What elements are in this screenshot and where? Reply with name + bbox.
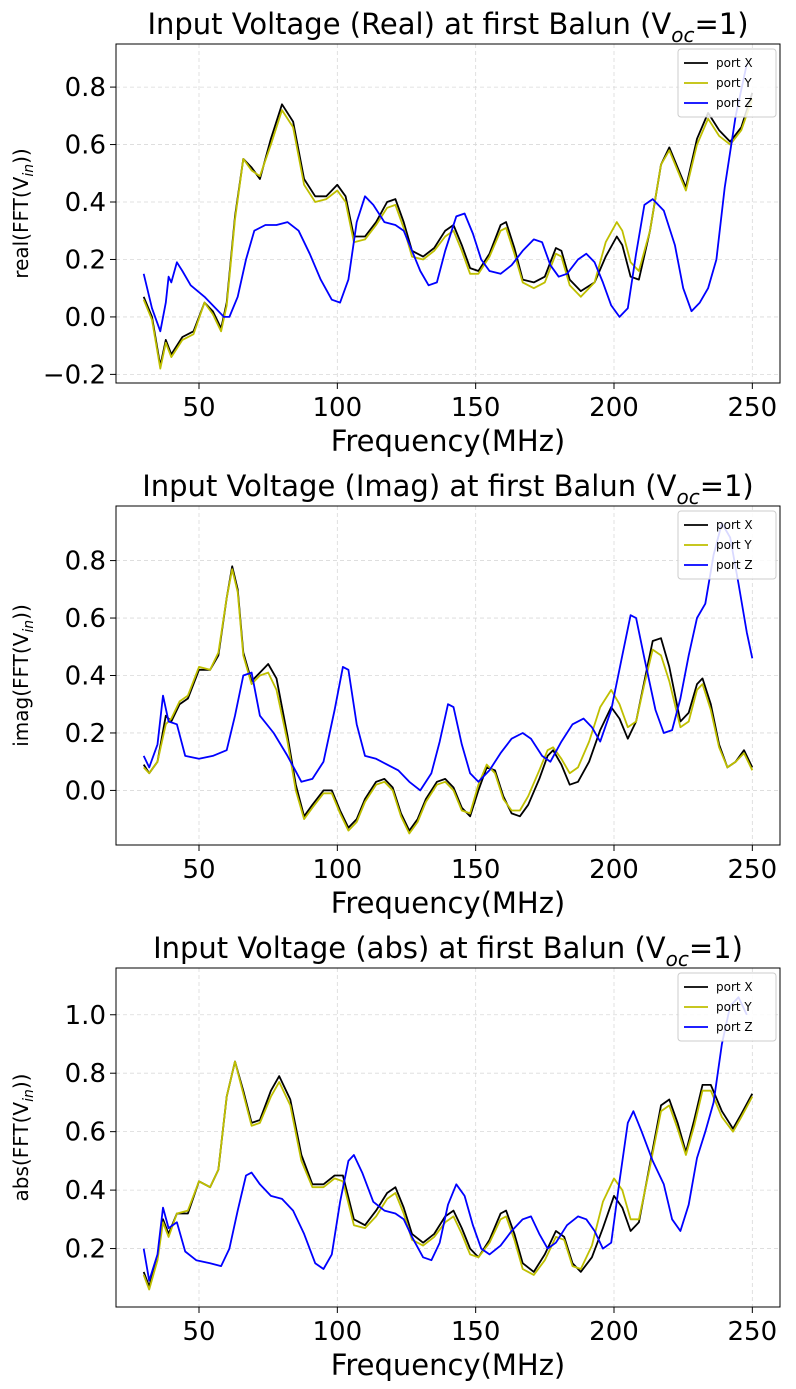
x-tick-label: 250 bbox=[728, 855, 778, 885]
y-axis-label: abs(FFT(Vin)) bbox=[9, 1074, 37, 1202]
y-tick-label: 0.2 bbox=[65, 719, 106, 749]
y-tick-label: −0.2 bbox=[43, 360, 106, 390]
y-tick-label: 0.6 bbox=[65, 604, 106, 634]
x-axis-label: Frequency(MHz) bbox=[331, 424, 566, 458]
x-tick-label: 150 bbox=[451, 1317, 501, 1347]
x-tick-label: 50 bbox=[182, 1317, 215, 1347]
series-line-port-x bbox=[142, 92, 754, 367]
x-tick-label: 150 bbox=[451, 855, 501, 885]
legend-entry: port Z bbox=[716, 1020, 753, 1034]
series-line-port-y bbox=[142, 1060, 754, 1291]
y-tick-label: 0.6 bbox=[65, 131, 106, 161]
y-tick-label: 0.2 bbox=[65, 1235, 106, 1265]
legend-entry: port Z bbox=[716, 558, 753, 572]
legend-box bbox=[677, 972, 777, 1042]
x-tick-label: 250 bbox=[728, 393, 778, 423]
y-tick-label: 1.0 bbox=[65, 1001, 106, 1031]
y-tick-label: 0.8 bbox=[65, 547, 106, 577]
legend-entry: port Y bbox=[716, 538, 752, 552]
chart-title: Input Voltage (abs) at first Balun (Voc=… bbox=[153, 931, 743, 971]
y-tick-label: 0.2 bbox=[65, 245, 106, 275]
y-tick-label: 0.8 bbox=[65, 73, 106, 103]
x-tick-label: 100 bbox=[313, 1317, 363, 1347]
y-tick-label: 0.8 bbox=[65, 1059, 106, 1089]
legend-entry: port X bbox=[716, 518, 753, 532]
y-tick-label: 0.0 bbox=[65, 303, 106, 333]
y-tick-label: 0.4 bbox=[65, 1176, 106, 1206]
series-line-port-x bbox=[142, 1060, 754, 1288]
legend-entry: port Y bbox=[716, 76, 752, 90]
y-tick-label: 0.4 bbox=[65, 188, 106, 218]
y-axis-label: real(FFT(Vin)) bbox=[9, 148, 37, 278]
legend: port X port Y port Z bbox=[677, 48, 777, 118]
x-tick-label: 100 bbox=[313, 855, 363, 885]
legend: port X port Y port Z bbox=[677, 510, 777, 580]
y-tick-label: 0.0 bbox=[65, 776, 106, 806]
series-line-port-y bbox=[142, 98, 754, 370]
series-line-port-z bbox=[142, 63, 748, 333]
x-tick-label: 200 bbox=[589, 393, 639, 423]
x-tick-label: 50 bbox=[182, 855, 215, 885]
chart-panel-2: 50 100 150 200 250 0.0 0.2 0.4 0.6 0.8 Input Volta… bbox=[9, 469, 781, 920]
x-tick-label: 50 bbox=[182, 393, 215, 423]
x-tick-label: 100 bbox=[313, 393, 363, 423]
legend-entry: port X bbox=[716, 56, 753, 70]
series-line-port-x bbox=[142, 565, 754, 832]
x-tick-label: 200 bbox=[589, 855, 639, 885]
x-axis-label: Frequency(MHz) bbox=[331, 886, 566, 920]
series-line-port-z bbox=[142, 522, 754, 792]
plot-frame bbox=[115, 967, 781, 1308]
x-tick-label: 150 bbox=[451, 393, 501, 423]
x-axis-label: Frequency(MHz) bbox=[331, 1348, 566, 1382]
legend-entry: port Y bbox=[716, 1000, 752, 1014]
plot-frame bbox=[115, 43, 781, 384]
y-tick-label: 0.6 bbox=[65, 1118, 106, 1148]
legend-box bbox=[677, 510, 777, 580]
chart-panel-3: 50 100 150 200 250 0.2 0.4 0.6 0.8 1.0 Input Volta… bbox=[9, 931, 781, 1382]
chart-title: Input Voltage (Real) at first Balun (Voc… bbox=[147, 7, 748, 47]
y-axis-label: imag(FFT(Vin)) bbox=[9, 604, 37, 747]
y-tick-label: 0.4 bbox=[65, 662, 106, 692]
legend: port X port Y port Z bbox=[677, 972, 777, 1042]
chart-title: Input Voltage (Imag) at first Balun (Voc… bbox=[142, 469, 754, 509]
legend-entry: port Z bbox=[716, 96, 753, 110]
x-tick-label: 250 bbox=[728, 1317, 778, 1347]
legend-entry: port X bbox=[716, 980, 753, 994]
series-line-port-y bbox=[143, 568, 754, 835]
x-tick-label: 200 bbox=[589, 1317, 639, 1347]
legend-box bbox=[677, 48, 777, 118]
series-line-port-z bbox=[142, 996, 748, 1282]
chart-panel-1: 50 100 150 200 250 −0.2 0.0 0.2 0.4 0.6 0.8 Input V… bbox=[9, 7, 781, 458]
